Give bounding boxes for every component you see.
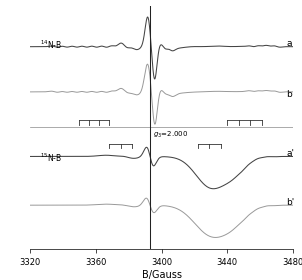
Text: $^{15}$N-B: $^{15}$N-B xyxy=(40,151,62,164)
Text: b': b' xyxy=(286,198,295,207)
Text: a: a xyxy=(286,39,292,48)
Text: a': a' xyxy=(286,149,294,158)
X-axis label: B/Gauss: B/Gauss xyxy=(142,270,182,280)
Text: $^{14}$N-B: $^{14}$N-B xyxy=(40,38,62,51)
Text: $g_3$=2.000: $g_3$=2.000 xyxy=(153,129,188,140)
Text: b: b xyxy=(286,90,292,99)
